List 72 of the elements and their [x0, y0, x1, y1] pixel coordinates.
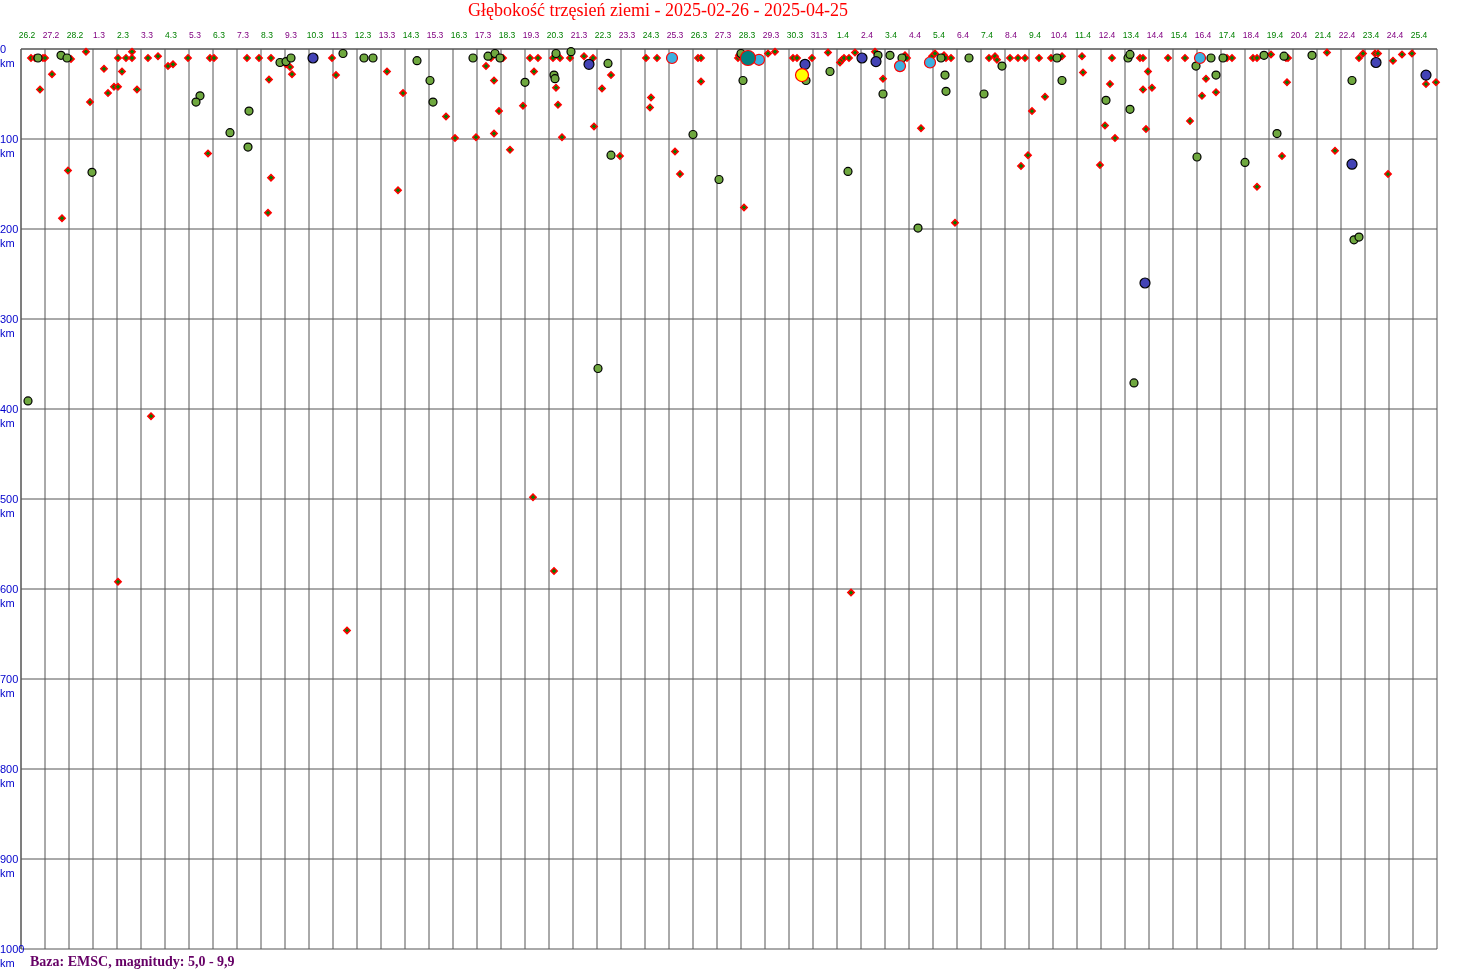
text: Baza: EMSC, magnitudy: 5,0 - 9,9	[30, 954, 235, 969]
x-tick-label: 25.4	[1410, 30, 1428, 40]
y-tick-label: 900 km	[0, 853, 19, 879]
x-tick-label: 6.3	[213, 30, 226, 40]
x-tick-label: 8.3	[261, 30, 274, 40]
chart-title: Głębokość trzęsień ziemi - 2025-02-26 - 2025-04-25	[468, 0, 848, 20]
y-tick-label: 400 km	[0, 403, 19, 429]
y-tick-label: 300 km	[0, 313, 19, 339]
x-tick-label: 15.3	[426, 30, 444, 40]
x-tick-label: 6.4	[957, 30, 970, 40]
x-tick-label: 22.3	[594, 30, 612, 40]
x-tick-label: 17.4	[1218, 30, 1236, 40]
x-tick-label: 4.3	[165, 30, 178, 40]
x-tick-label: 19.4	[1266, 30, 1284, 40]
x-tick-label: 26.3	[690, 30, 708, 40]
x-tick-label: 27.3	[714, 30, 732, 40]
x-tick-label: 28.2	[66, 30, 84, 40]
y-tick-label: 800 km	[0, 763, 19, 789]
x-tick-label: 5.3	[189, 30, 202, 40]
x-tick-label: 16.3	[450, 30, 468, 40]
x-tick-label: 18.3	[498, 30, 516, 40]
x-tick-label: 5.4	[933, 30, 946, 40]
x-tick-label: 24.4	[1386, 30, 1404, 40]
x-tick-label: 13.3	[378, 30, 396, 40]
x-tick-label: 22.4	[1338, 30, 1356, 40]
y-tick-label: 100 km	[0, 133, 19, 159]
x-tick-label: 21.3	[570, 30, 588, 40]
x-tick-label: 20.3	[546, 30, 564, 40]
x-tick-label: 25.3	[666, 30, 684, 40]
x-tick-label: 11.3	[331, 30, 348, 40]
x-tick-label: 17.3	[474, 30, 492, 40]
x-tick-label: 26.2	[18, 30, 36, 40]
x-tick-label: 19.3	[522, 30, 540, 40]
x-tick-label: 31.3	[810, 30, 828, 40]
x-tick-label: 8.4	[1005, 30, 1018, 40]
x-tick-label: 14.3	[402, 30, 420, 40]
y-tick-label: 600 km	[0, 583, 19, 609]
x-tick-label: 10.3	[306, 30, 324, 40]
x-tick-label: 9.3	[285, 30, 298, 40]
x-tick-label: 7.4	[981, 30, 994, 40]
x-tick-label: 16.4	[1194, 30, 1212, 40]
x-tick-label: 3.4	[885, 30, 898, 40]
x-tick-label: 30.3	[786, 30, 804, 40]
x-tick-label: 9.4	[1029, 30, 1042, 40]
x-tick-label: 29.3	[762, 30, 780, 40]
x-tick-label: 20.4	[1290, 30, 1308, 40]
x-tick-label: 1.4	[837, 30, 850, 40]
x-tick-label: 13.4	[1122, 30, 1140, 40]
x-tick-label: 24.3	[642, 30, 660, 40]
x-tick-label: 18.4	[1242, 30, 1260, 40]
y-tick-label: 500 km	[0, 493, 19, 519]
x-tick-label: 28.3	[738, 30, 756, 40]
x-tick-label: 4.4	[909, 30, 922, 40]
x-tick-label: 1.3	[93, 30, 106, 40]
x-tick-label: 12.3	[354, 30, 372, 40]
y-tick-label: 700 km	[0, 673, 19, 699]
x-tick-label: 14.4	[1146, 30, 1164, 40]
x-tick-label: 23.3	[618, 30, 636, 40]
x-tick-label: 2.4	[861, 30, 874, 40]
y-tick-label: 200 km	[0, 223, 19, 249]
x-tick-label: 21.4	[1314, 30, 1332, 40]
x-tick-label: 27.2	[42, 30, 60, 40]
y-tick-label: 1000 km	[0, 943, 25, 969]
x-tick-label: 12.4	[1098, 30, 1116, 40]
x-tick-label: 15.4	[1170, 30, 1188, 40]
y-tick-label: 0 km	[0, 43, 15, 69]
x-tick-label: 7.3	[237, 30, 250, 40]
x-tick-label: 10.4	[1050, 30, 1068, 40]
x-tick-label: 2.3	[117, 30, 130, 40]
x-tick-label: 11.4	[1075, 30, 1092, 40]
x-tick-label: 3.3	[141, 30, 154, 40]
x-tick-label: 23.4	[1362, 30, 1380, 40]
